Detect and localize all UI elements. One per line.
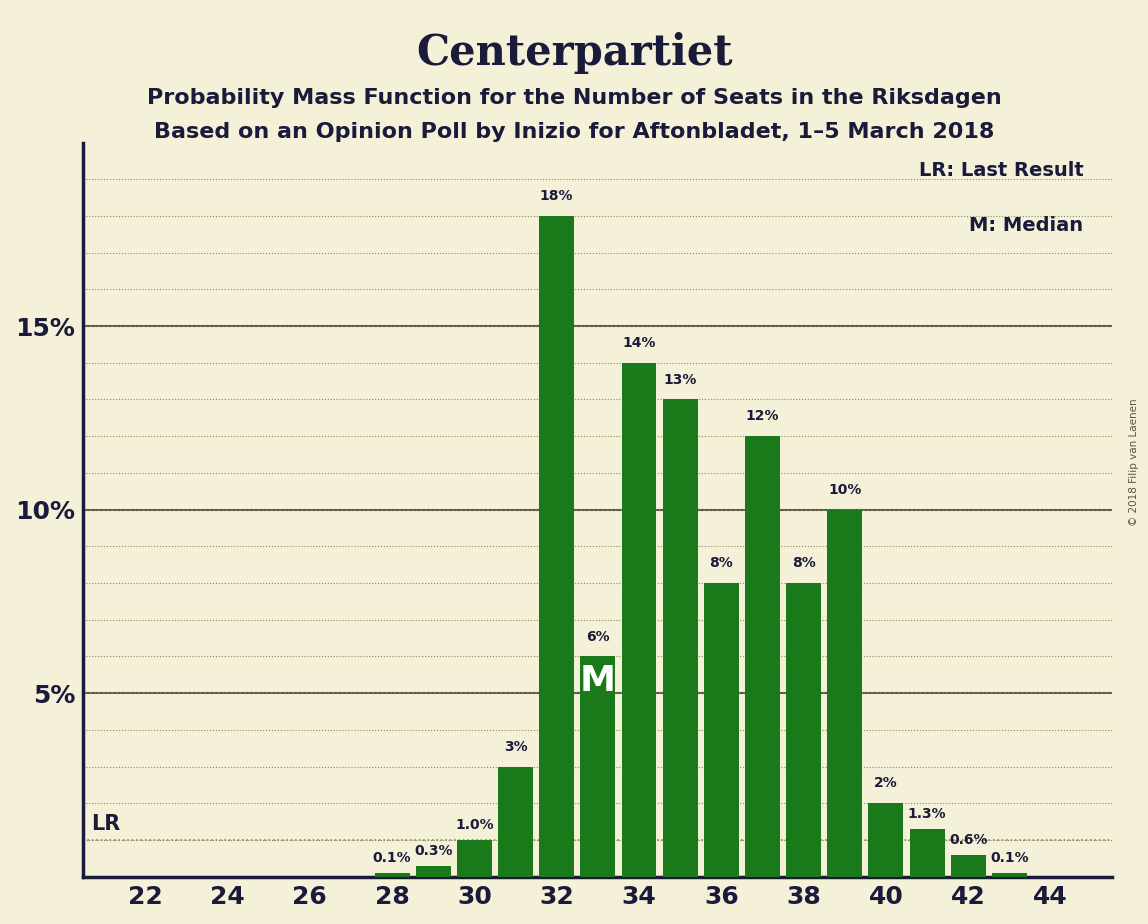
Bar <box>992 873 1027 877</box>
Bar <box>416 866 451 877</box>
Bar <box>374 873 410 877</box>
Bar <box>581 656 615 877</box>
Text: 8%: 8% <box>792 556 815 570</box>
Bar <box>621 363 657 877</box>
Text: 0.1%: 0.1% <box>990 851 1029 865</box>
Text: 8%: 8% <box>709 556 734 570</box>
Text: 0.3%: 0.3% <box>414 844 452 857</box>
Text: Based on an Opinion Poll by Inizio for Aftonbladet, 1–5 March 2018: Based on an Opinion Poll by Inizio for A… <box>154 122 994 142</box>
Text: 10%: 10% <box>828 482 861 497</box>
Text: 3%: 3% <box>504 740 527 754</box>
Text: © 2018 Filip van Laenen: © 2018 Filip van Laenen <box>1130 398 1139 526</box>
Bar <box>869 803 903 877</box>
Text: 14%: 14% <box>622 336 656 350</box>
Text: 2%: 2% <box>874 776 898 790</box>
Text: 0.6%: 0.6% <box>949 833 987 846</box>
Text: 1.0%: 1.0% <box>455 818 494 832</box>
Text: LR: LR <box>92 814 121 834</box>
Bar <box>828 510 862 877</box>
Text: 6%: 6% <box>585 629 610 644</box>
Bar <box>498 767 533 877</box>
Bar <box>745 436 779 877</box>
Bar <box>540 216 574 877</box>
Text: 13%: 13% <box>664 372 697 386</box>
Text: M: Median: M: Median <box>969 216 1084 235</box>
Text: 0.1%: 0.1% <box>373 851 411 865</box>
Text: LR: Last Result: LR: Last Result <box>918 161 1084 180</box>
Bar <box>662 399 698 877</box>
Bar <box>951 855 986 877</box>
Bar <box>909 829 945 877</box>
Text: 1.3%: 1.3% <box>908 807 946 821</box>
Text: 18%: 18% <box>540 189 573 203</box>
Text: 12%: 12% <box>746 409 779 423</box>
Bar <box>457 840 491 877</box>
Text: M: M <box>580 664 615 699</box>
Bar <box>704 583 739 877</box>
Text: Probability Mass Function for the Number of Seats in the Riksdagen: Probability Mass Function for the Number… <box>147 88 1001 108</box>
Text: Centerpartiet: Centerpartiet <box>416 32 732 74</box>
Bar <box>786 583 821 877</box>
